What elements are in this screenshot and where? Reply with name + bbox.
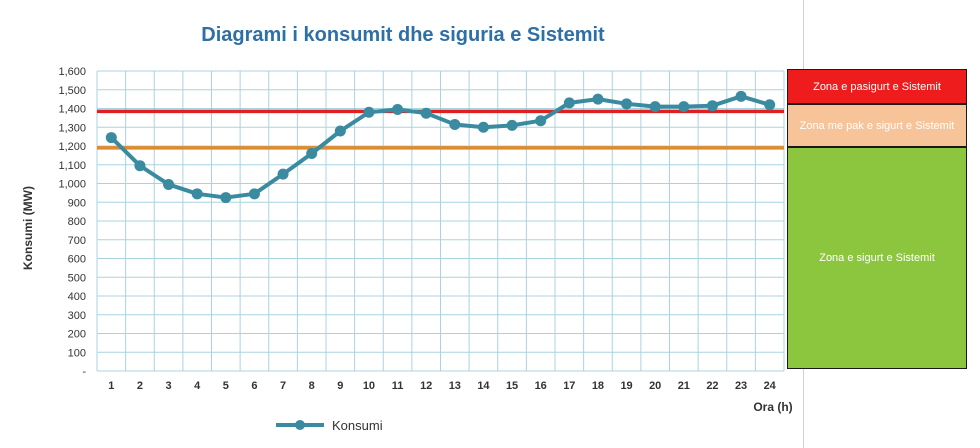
x-tick-label: 20: [649, 380, 661, 392]
x-tick-label: 11: [392, 380, 404, 392]
x-tick-label: 1: [108, 380, 114, 392]
zone-unsafe: Zona e pasigurt e Sistemit: [787, 69, 967, 104]
data-point: [477, 121, 489, 133]
x-axis-ticks: 1 2 3 4 5 6 7 8 9 10 11 12 13 14 15 16 17 18 19 20 21 22 23 24: [108, 380, 776, 392]
x-tick-label: 19: [620, 380, 632, 392]
y-tick-label: 600: [68, 254, 86, 266]
y-axis-title: Konsumi (MW): [21, 186, 35, 270]
zone-safe: Zona e sigurt e Sistemit: [787, 147, 967, 369]
y-tick-label: 400: [68, 291, 86, 303]
data-point: [506, 119, 518, 131]
x-tick-label: 22: [706, 380, 718, 392]
x-tick-label: 3: [166, 380, 172, 392]
x-axis-title: Ora (h): [753, 400, 792, 414]
data-point: [621, 98, 633, 110]
x-tick-label: 5: [223, 380, 229, 392]
data-point: [735, 90, 747, 102]
x-tick-label: 16: [535, 380, 547, 392]
y-tick-label: 1,600: [58, 66, 86, 78]
reference-lines: [97, 109, 784, 150]
y-tick-label: 1,000: [58, 179, 86, 191]
data-point: [678, 101, 690, 113]
chart-grid: [96, 70, 785, 372]
x-tick-label: 12: [420, 380, 432, 392]
data-point: [392, 103, 404, 115]
legend: Konsumi: [276, 418, 383, 433]
series-konsumi: [105, 90, 776, 204]
data-point: [191, 188, 203, 200]
y-tick-label: 1,200: [58, 141, 86, 153]
y-tick-label: 900: [68, 197, 86, 209]
data-point: [649, 101, 661, 113]
zone-less-safe-label: Zona me pak e sigurt e Sistemit: [799, 119, 955, 132]
y-tick-label: 200: [68, 329, 86, 341]
x-tick-label: 4: [194, 380, 201, 392]
y-tick-label: 1,100: [58, 160, 86, 172]
zone-less-safe: Zona me pak e sigurt e Sistemit: [787, 104, 967, 147]
x-tick-label: 17: [563, 380, 575, 392]
y-tick-label: 100: [68, 347, 86, 359]
x-tick-label: 10: [363, 380, 375, 392]
data-point: [363, 106, 375, 118]
data-point: [220, 192, 232, 204]
legend-marker: [295, 420, 305, 430]
x-tick-label: 6: [251, 380, 257, 392]
x-tick-label: 13: [449, 380, 461, 392]
zone-unsafe-label: Zona e pasigurt e Sistemit: [813, 80, 941, 93]
data-point: [563, 97, 575, 109]
y-tick-label: 1,300: [58, 122, 86, 134]
zone-safe-label: Zona e sigurt e Sistemit: [819, 252, 935, 264]
x-tick-label: 24: [764, 380, 777, 392]
x-tick-label: 23: [735, 380, 747, 392]
y-tick-label: -: [82, 366, 86, 378]
x-tick-label: 8: [309, 380, 315, 392]
data-point: [535, 115, 547, 127]
x-tick-label: 14: [477, 380, 490, 392]
data-point: [420, 107, 432, 119]
data-point: [592, 93, 604, 105]
data-point: [105, 132, 117, 144]
y-tick-label: 700: [68, 235, 86, 247]
y-tick-label: 800: [68, 216, 86, 228]
data-point: [449, 118, 461, 130]
legend-label: Konsumi: [332, 418, 383, 433]
data-point: [248, 188, 260, 200]
y-tick-label: 300: [68, 310, 86, 322]
y-tick-label: 1,500: [58, 85, 86, 97]
data-point: [334, 125, 346, 137]
data-point: [764, 99, 776, 111]
y-tick-label: 1,400: [58, 104, 86, 116]
data-point: [706, 100, 718, 112]
data-point: [134, 160, 146, 172]
data-point: [277, 168, 289, 180]
x-tick-label: 2: [137, 380, 143, 392]
y-tick-label: 500: [68, 272, 86, 284]
chart-title: Diagrami i konsumit dhe siguria e Sistem…: [201, 24, 605, 46]
y-axis-ticks: - 100 200 300 400 500 600 700 800 900 1,000 1,100 1,…: [58, 66, 86, 378]
x-tick-label: 18: [592, 380, 604, 392]
x-tick-label: 15: [506, 380, 518, 392]
data-point: [163, 178, 175, 190]
data-point: [306, 148, 318, 159]
x-tick-label: 21: [678, 380, 690, 392]
x-tick-label: 9: [337, 380, 343, 392]
x-tick-label: 7: [280, 380, 286, 392]
